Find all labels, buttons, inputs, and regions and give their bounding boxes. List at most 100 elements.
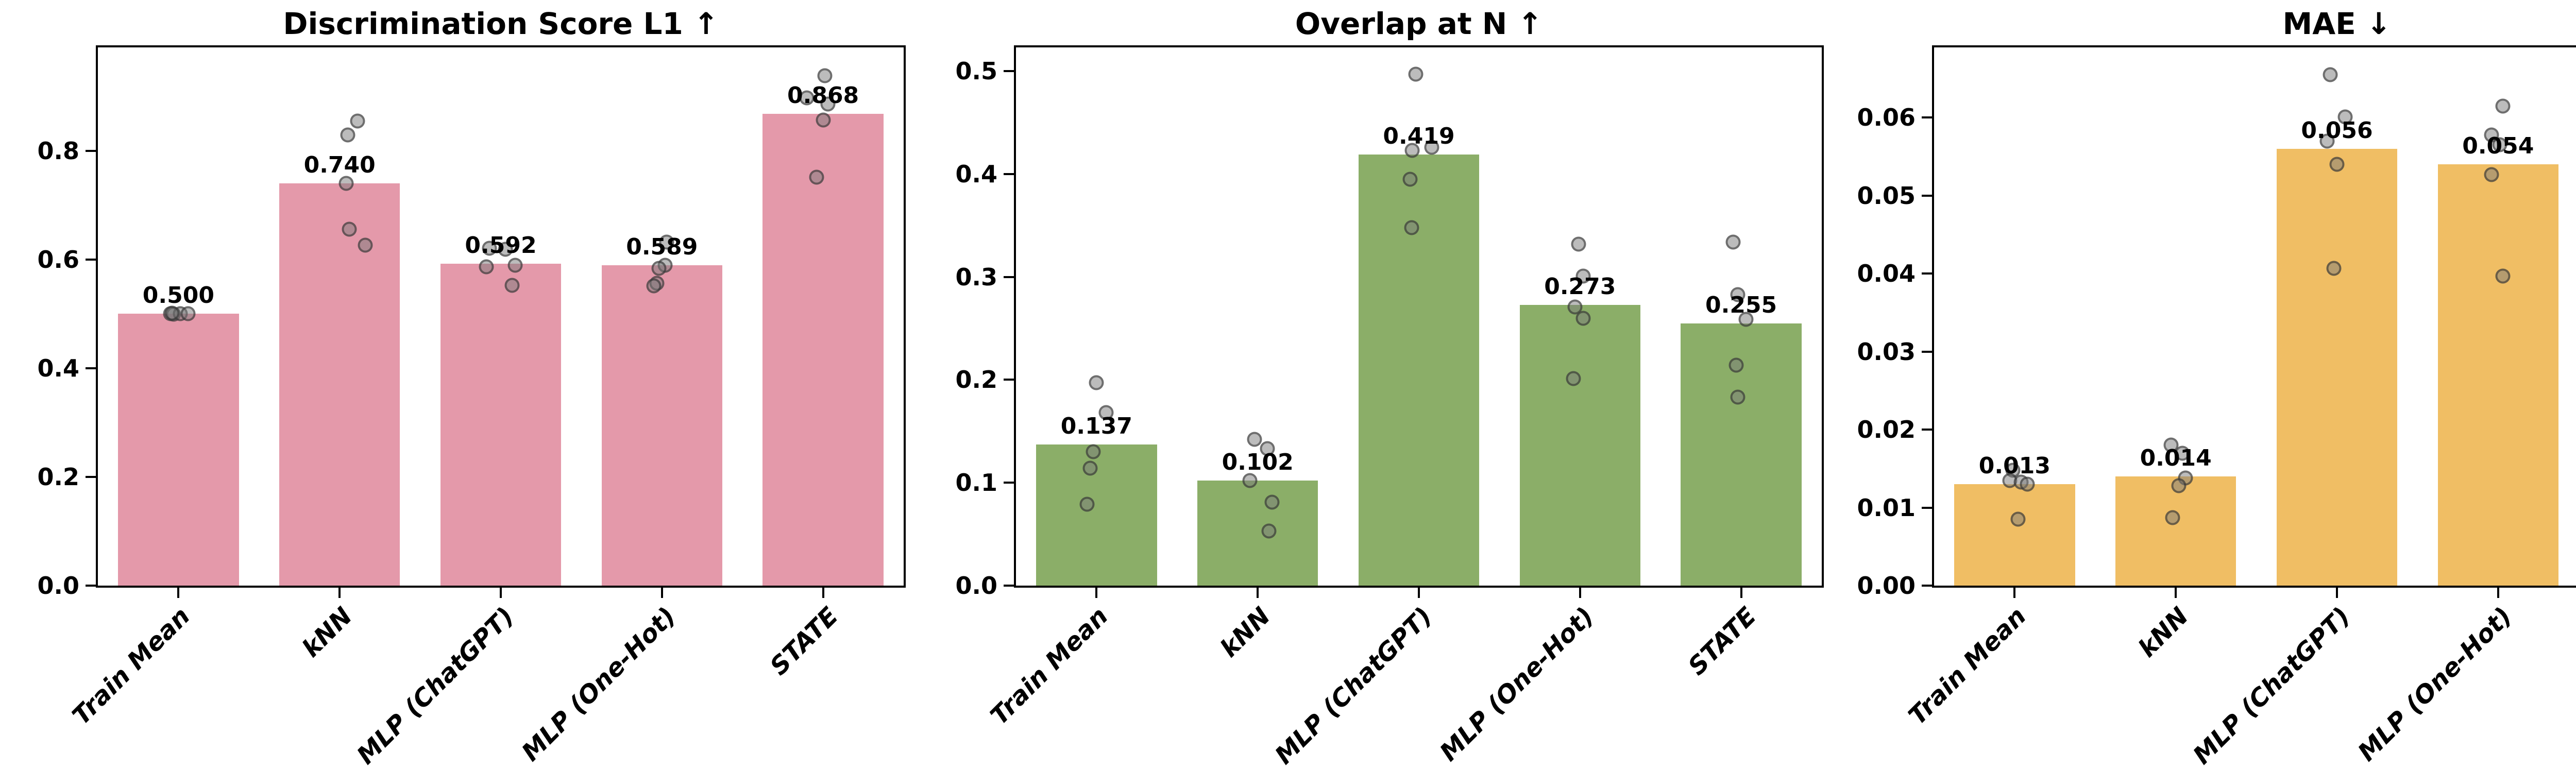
scatter-point [164, 305, 180, 321]
plot-area: 0.00 0.01 0.02 0.03 0.04 0.05 0.06 0.013 0.014 0.… [1857, 45, 2576, 598]
scatter-point [358, 237, 373, 253]
scatter-point [2484, 167, 2499, 182]
chart-title: MAE ↓ [2282, 6, 2392, 41]
y-tick-mark [1004, 276, 1014, 278]
scatter-point [2495, 268, 2511, 284]
bar [2276, 148, 2398, 586]
scatter-point [816, 112, 831, 128]
x-tick-mark [2336, 588, 2338, 598]
scatter-point [1575, 311, 1591, 326]
y-tick-mark [86, 258, 96, 261]
y-tick-label: 0.2 [37, 463, 80, 491]
scatter-point [1247, 432, 1262, 447]
scatter-point [504, 278, 520, 293]
y-tick-mark [1922, 194, 1932, 197]
chart-panel-overlap-at-n: Overlap at N ↑ 0.0 0.1 0.2 0.3 0.4 0.5 0.137 0.… [925, 0, 1843, 770]
x-tick-label: STATE [1682, 602, 1762, 681]
scatter-point [1730, 287, 1745, 302]
scatter-point [820, 96, 836, 112]
bar-value-label: 0.013 [1978, 453, 2050, 480]
scatter-point [651, 261, 667, 276]
y-tick-label: 0.2 [955, 366, 998, 394]
x-tick-mark [1418, 588, 1420, 598]
plot-area: 0.0 0.2 0.4 0.6 0.8 0.500 0.740 0.592 0.589 0.868 [38, 45, 906, 598]
scatter-point [1089, 375, 1104, 390]
scatter-point [1086, 444, 1101, 459]
y-tick-label: 0.4 [37, 354, 80, 382]
y-tick-label: 0.04 [1857, 260, 1916, 288]
bar [440, 264, 562, 586]
bar [601, 265, 723, 586]
x-tick-mark [1095, 588, 1098, 598]
scatter-point [1730, 389, 1745, 405]
y-tick-label: 0.5 [955, 57, 998, 85]
scatter-point [1738, 312, 1754, 327]
x-tick-label: MLP (ChatGPT) [1269, 602, 1438, 770]
x-tick-mark [338, 588, 341, 598]
chart-title: Discrimination Score L1 ↑ [283, 6, 719, 41]
y-tick-label: 0.03 [1857, 337, 1916, 366]
bar-value-label: 0.137 [1060, 413, 1132, 440]
x-tick-label: kNN [296, 602, 358, 663]
chart-title: Overlap at N ↑ [1295, 6, 1543, 41]
scatter-point [498, 242, 513, 257]
bar [762, 113, 884, 586]
y-tick-mark [86, 475, 96, 478]
scatter-point [1404, 143, 1420, 158]
scatter-point [2495, 98, 2511, 114]
y-tick-label: 0.00 [1857, 572, 1916, 600]
scatter-point [1575, 268, 1591, 284]
y-tick-label: 0.02 [1857, 416, 1916, 444]
y-tick-mark [86, 367, 96, 369]
scatter-point [2171, 478, 2187, 493]
scatter-point [2010, 511, 2026, 527]
scatter-point [1728, 357, 1744, 373]
plot-area: 0.0 0.1 0.2 0.3 0.4 0.5 0.137 0.102 0.419 0.273 0.… [956, 45, 1824, 598]
y-tick-mark [1922, 429, 1932, 431]
y-tick-mark [1922, 506, 1932, 509]
scatter-point [809, 169, 824, 185]
x-tick-label: MLP (ChatGPT) [2187, 602, 2356, 770]
y-tick-mark [1004, 70, 1014, 72]
scatter-point [479, 259, 494, 275]
y-tick-label: 0.4 [955, 160, 998, 188]
plot-row: 0.00 0.01 0.02 0.03 0.04 0.05 0.06 0.013 0.014 0.… [1857, 45, 2576, 598]
y-tick-mark [86, 149, 96, 152]
scatter-point [2020, 476, 2035, 492]
y-tick-mark [1004, 585, 1014, 587]
y-tick-label: 0.6 [37, 245, 80, 273]
bar [279, 183, 400, 586]
x-tick-mark [1579, 588, 1581, 598]
bar-value-label: 0.273 [1544, 273, 1616, 300]
y-tick-label: 0.0 [955, 572, 998, 600]
y-tick-label: 0.06 [1857, 104, 1916, 132]
scatter-point [2175, 446, 2190, 461]
scatter-point [1402, 172, 1418, 187]
y-tick-label: 0.8 [37, 136, 80, 165]
scatter-point [342, 221, 357, 237]
plot-row: 0.0 0.1 0.2 0.3 0.4 0.5 0.137 0.102 0.419 0.273 0.… [956, 45, 1824, 598]
scatter-point [2319, 133, 2335, 149]
scatter-point [659, 234, 674, 250]
scatter-point [1264, 494, 1280, 510]
bar-value-label: 0.592 [465, 232, 537, 259]
y-tick-mark [86, 585, 96, 587]
bar-value-label: 0.740 [303, 151, 376, 178]
y-tick-mark [1004, 482, 1014, 484]
scatter-point [1566, 371, 1581, 386]
scatter-point [350, 113, 365, 128]
x-tick-label: Train Mean [66, 602, 196, 731]
scatter-point [2492, 137, 2507, 152]
plot-row: 0.0 0.2 0.4 0.6 0.8 0.500 0.740 0.592 0.589 0.868 [38, 45, 906, 598]
scatter-point [338, 176, 354, 191]
x-tick-label: MLP (ChatGPT) [351, 602, 520, 770]
y-tick-label: 0.3 [955, 263, 998, 291]
bar-value-label: 0.868 [787, 82, 859, 109]
chart-panel-mae: MAE ↓ 0.00 0.01 0.02 0.03 0.04 0.05 0.06 0.013 0… [1843, 0, 2576, 770]
scatter-point [2329, 157, 2345, 172]
x-tick-mark [2497, 588, 2499, 598]
scatter-point [1098, 405, 1114, 420]
bar-value-label: 0.102 [1222, 449, 1294, 476]
scatter-point [482, 241, 497, 255]
